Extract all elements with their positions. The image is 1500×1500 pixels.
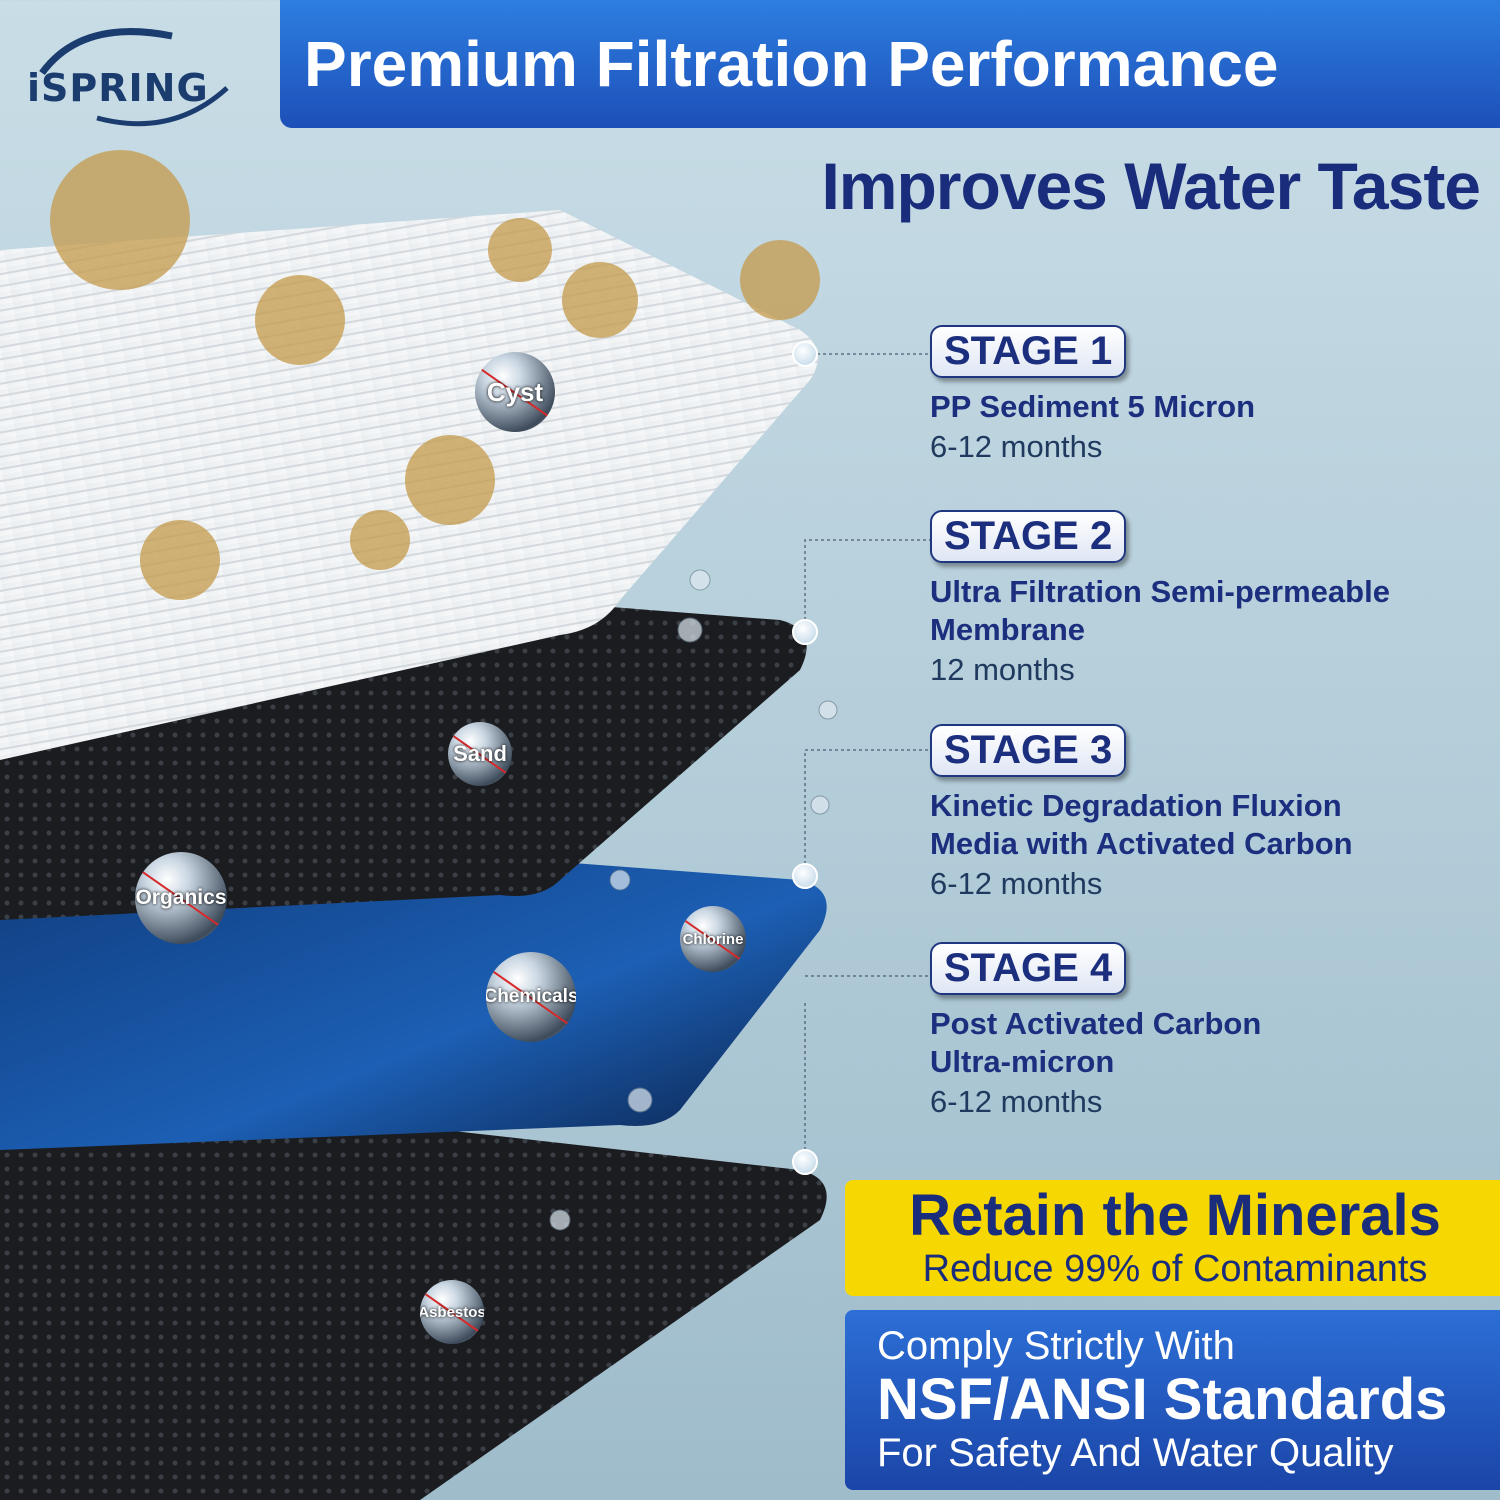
page-subtitle: Improves Water Taste (821, 149, 1481, 223)
ispring-logo: iSPRING (22, 18, 232, 128)
minerals-subline: Reduce 99% of Contaminants (922, 1248, 1428, 1290)
contaminant-organics: Organics (135, 852, 227, 944)
stage-4: STAGE 4 Post Activated Carbon Ultra-micro… (930, 942, 1261, 1123)
contaminant-asbestos: Asbestos (420, 1280, 484, 1344)
stage-4-layer (0, 1080, 827, 1500)
stage-description: Post Activated Carbon Ultra-micron (930, 1005, 1261, 1081)
stage-lifespan: 6-12 months (930, 1084, 1103, 1119)
stage-3-marker (792, 863, 818, 889)
contaminant-chemicals: Chemicals (486, 952, 576, 1042)
stage-2-marker (792, 619, 818, 645)
contaminant-label: Organics (135, 886, 227, 909)
contaminant-cyst: Cyst (475, 352, 555, 432)
contaminant-label: Chlorine (682, 930, 744, 948)
logo-swoosh-icon (39, 28, 229, 127)
stage-lifespan: 6-12 months (930, 429, 1103, 464)
stage-badge: STAGE 4 (930, 942, 1127, 995)
contaminant-sand: Sand (448, 722, 512, 786)
stage-badge: STAGE 3 (930, 724, 1127, 777)
contaminant-label: Cyst (486, 376, 544, 407)
stage-lifespan: 12 months (930, 652, 1075, 687)
compliance-standard: NSF/ANSI Standards (877, 1367, 1448, 1432)
stage-2: STAGE 2 Ultra Filtration Semi-permeable M… (930, 510, 1390, 691)
contaminant-label: Chemicals (486, 986, 576, 1007)
compliance-line-3: For Safety And Water Quality (877, 1431, 1394, 1475)
stage-lifespan: 6-12 months (930, 866, 1103, 901)
header-banner: Premium Filtration Performance (280, 0, 1500, 128)
stage-description-line: Kinetic Degradation Fluxion (930, 788, 1342, 823)
contaminant-label: Asbestos (420, 1303, 484, 1321)
compliance-line-1: Comply Strictly With (877, 1324, 1235, 1368)
stage-badge: STAGE 1 (930, 325, 1127, 378)
stage-description-line: Ultra Filtration Semi-permeable (930, 574, 1390, 609)
stage-3: STAGE 3 Kinetic Degradation Fluxion Media… (930, 724, 1353, 905)
stage-description-line: Post Activated Carbon (930, 1006, 1262, 1041)
contaminant-chlorine: Chlorine (680, 906, 746, 972)
logo-text: iSPRING (27, 66, 209, 110)
stage-description: Kinetic Degradation Fluxion Media with Ac… (930, 787, 1353, 863)
stage-4-marker (792, 1149, 818, 1175)
stage-1-marker (792, 341, 818, 367)
stage-description-line: Membrane (930, 612, 1086, 647)
minerals-headline: Retain the Minerals (909, 1183, 1441, 1248)
stage-1: STAGE 1 PP Sediment 5 Micron 6-12 months (930, 325, 1255, 468)
stage-description-line: Media with Activated Carbon (930, 826, 1353, 861)
page-title: Premium Filtration Performance (304, 28, 1279, 100)
stage-description: Ultra Filtration Semi-permeable Membrane (930, 573, 1390, 649)
minerals-callout: Retain the Minerals Reduce 99% of Contam… (845, 1180, 1500, 1296)
compliance-callout: Comply Strictly With NSF/ANSI Standards … (845, 1310, 1500, 1490)
stage-description-line: Ultra-micron (930, 1044, 1115, 1079)
stage-description: PP Sediment 5 Micron (930, 389, 1256, 424)
contaminant-label: Sand (453, 741, 507, 766)
stage-badge: STAGE 2 (930, 510, 1127, 563)
